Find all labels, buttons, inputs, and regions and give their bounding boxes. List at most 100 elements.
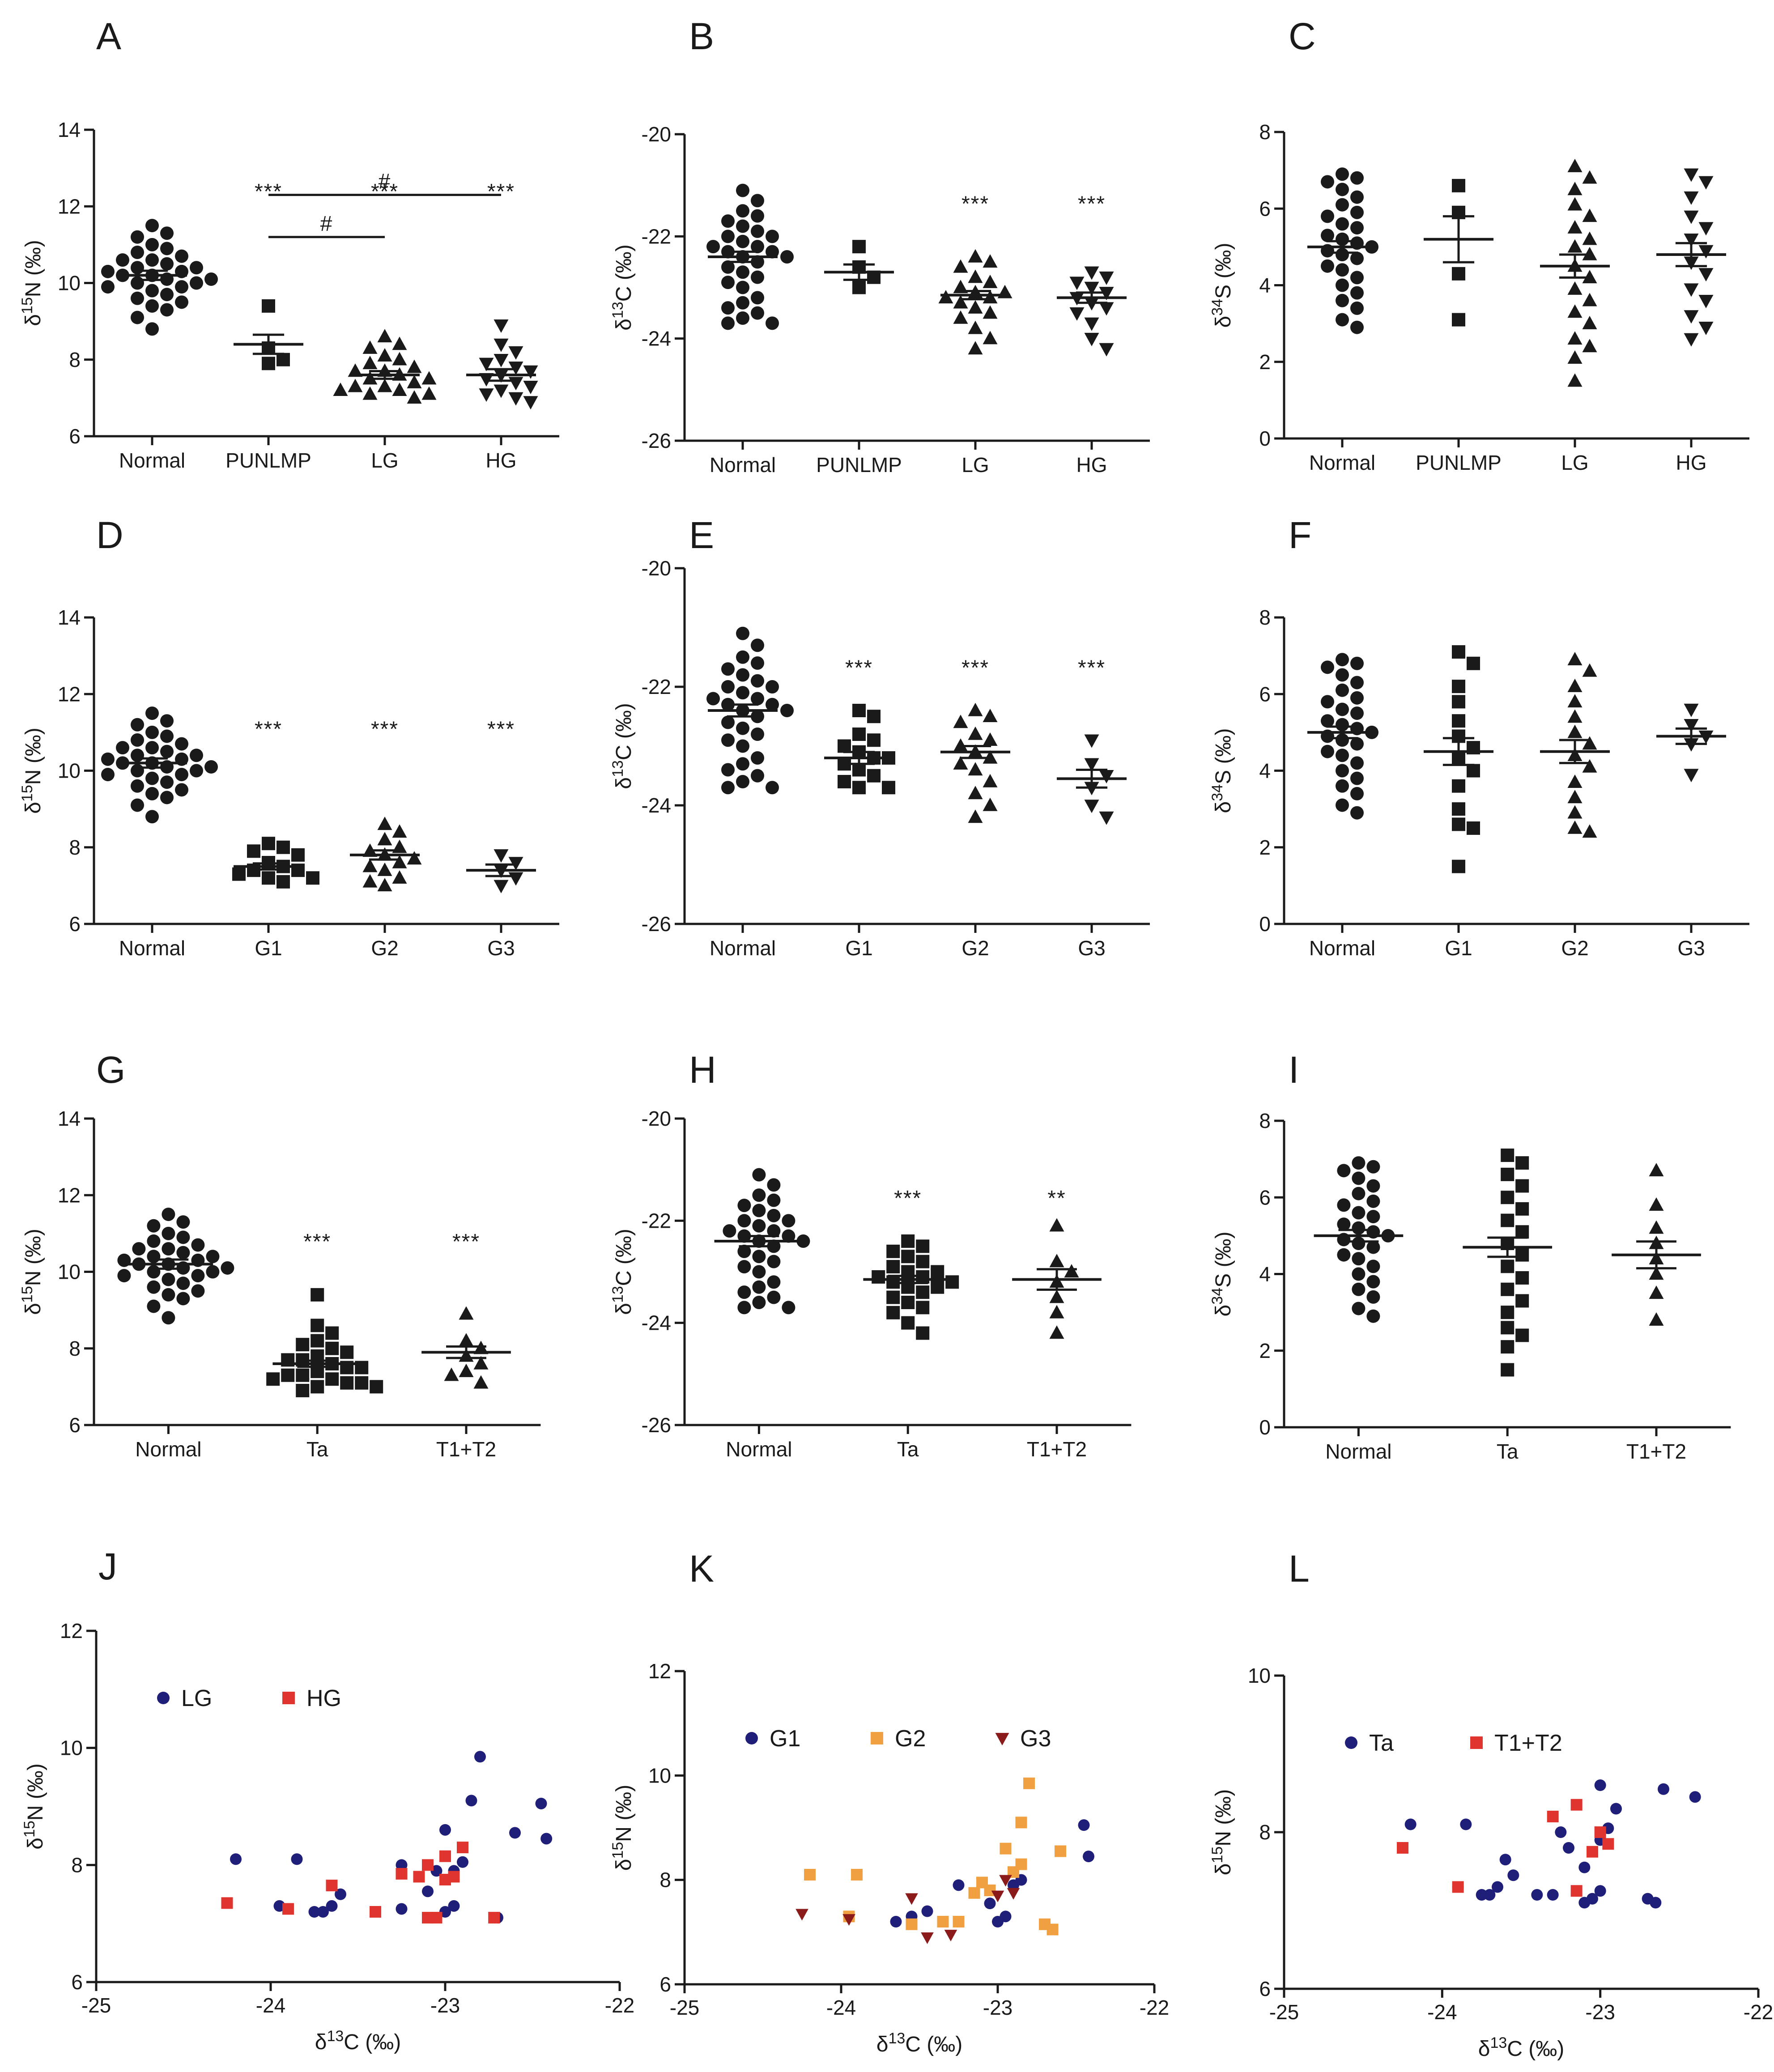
y-tick-label: 14 — [58, 1107, 81, 1130]
data-point — [1501, 1283, 1514, 1296]
data-point — [752, 1168, 766, 1182]
data-point — [1366, 1195, 1380, 1208]
data-point — [922, 1906, 933, 1917]
data-point — [1699, 245, 1714, 259]
data-point — [1684, 283, 1699, 297]
data-point — [296, 1384, 309, 1397]
significance-label: *** — [487, 717, 515, 741]
legend-marker-g3 — [995, 1733, 1009, 1745]
data-point — [780, 704, 794, 717]
x-axis-label: δ13C (‰) — [876, 2030, 963, 2056]
data-point — [852, 281, 866, 294]
data-point — [867, 733, 881, 747]
y-tick-label: 12 — [648, 1659, 671, 1683]
data-point — [191, 1284, 204, 1298]
data-point — [1352, 1171, 1365, 1185]
y-tick-label: 6 — [69, 425, 81, 448]
data-point — [1699, 176, 1714, 190]
data-point — [363, 859, 378, 872]
panel-G: G68101214δ15N (‰)Normal Ta T1+T2*** *** — [19, 1049, 540, 1461]
data-point — [1610, 1803, 1622, 1815]
data-point — [145, 253, 159, 267]
y-tick-label: -20 — [642, 123, 671, 146]
data-point — [190, 277, 203, 290]
data-point — [983, 275, 998, 288]
y-tick-label: -22 — [642, 1209, 671, 1232]
data-point — [1099, 770, 1114, 783]
data-point — [1099, 272, 1114, 285]
data-point — [1352, 1302, 1365, 1315]
data-point — [1689, 1791, 1701, 1803]
data-point — [721, 733, 735, 747]
data-point — [916, 1239, 929, 1253]
data-point — [752, 1188, 766, 1202]
data-point — [132, 1242, 145, 1255]
data-point — [1452, 695, 1465, 708]
data-point — [523, 381, 538, 394]
data-point — [1571, 1885, 1583, 1897]
data-point — [306, 871, 319, 885]
data-point — [1336, 167, 1349, 181]
data-point — [1078, 1819, 1090, 1831]
data-point — [160, 257, 174, 271]
data-point — [1350, 302, 1364, 315]
data-point — [422, 1885, 434, 1897]
data-point — [1568, 725, 1583, 738]
data-point — [396, 1868, 408, 1880]
data-point — [175, 768, 188, 781]
data-point — [968, 809, 983, 823]
data-point — [1583, 232, 1597, 245]
data-point — [1515, 1248, 1529, 1262]
data-point — [1336, 217, 1349, 231]
x-tick-label: -24 — [256, 1994, 285, 2017]
data-point — [262, 357, 275, 370]
data-point — [363, 340, 378, 354]
data-point — [131, 292, 144, 305]
y-tick-label: 12 — [58, 195, 81, 218]
data-point — [901, 1250, 915, 1263]
data-point — [1070, 307, 1085, 321]
data-point — [983, 732, 998, 746]
data-point — [221, 1261, 234, 1275]
data-point — [1583, 170, 1597, 184]
data-point — [131, 230, 144, 244]
data-point — [378, 832, 392, 845]
data-point — [333, 383, 348, 396]
data-point — [1501, 1259, 1514, 1273]
data-point — [378, 878, 392, 891]
data-point — [540, 1833, 552, 1844]
data-point — [145, 726, 159, 739]
significance-label: *** — [371, 717, 399, 741]
data-point — [474, 1375, 489, 1389]
data-point — [1336, 703, 1349, 716]
data-point — [378, 348, 392, 362]
x-tick-label-t1-t2: T1+T2 — [1027, 1438, 1087, 1461]
data-point — [1515, 1294, 1529, 1307]
data-point — [1337, 1164, 1350, 1177]
data-point — [392, 336, 407, 350]
x-tick-label-g2: G2 — [1561, 936, 1588, 960]
data-point — [1452, 1881, 1464, 1893]
data-point — [901, 1234, 915, 1248]
data-point — [953, 260, 968, 273]
data-point — [916, 1301, 929, 1314]
x-tick-label-lg: LG — [1561, 451, 1588, 474]
data-point — [939, 290, 953, 303]
data-point — [968, 249, 983, 263]
panel-I: I02468δ34S (‰)Normal Ta T1+T2 — [1209, 1049, 1731, 1463]
y-tick-label: 0 — [1259, 1416, 1271, 1439]
data-point — [1699, 268, 1714, 281]
data-point — [479, 388, 494, 402]
data-point — [1501, 1191, 1514, 1204]
data-point — [378, 863, 392, 876]
data-point — [1649, 1285, 1664, 1299]
data-point — [190, 261, 203, 274]
data-point — [751, 656, 764, 670]
significance-label: *** — [255, 717, 282, 741]
panel-label-K: K — [689, 1548, 714, 1590]
data-point — [1571, 1799, 1583, 1811]
data-point — [1352, 1156, 1365, 1170]
x-tick-label-g1: G1 — [1445, 936, 1472, 960]
data-point — [721, 316, 735, 330]
data-point — [474, 1751, 486, 1762]
